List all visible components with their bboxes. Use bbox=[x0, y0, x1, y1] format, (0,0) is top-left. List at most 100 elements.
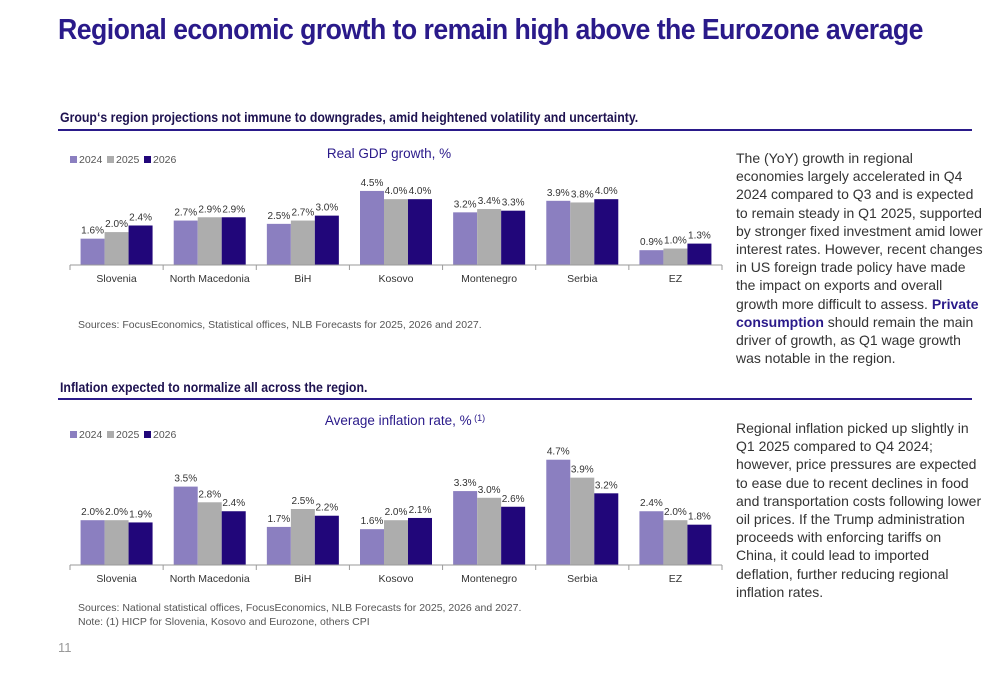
category-label-2: BiH bbox=[294, 573, 311, 585]
value-label-2026-3: 2.1% bbox=[409, 505, 432, 516]
value-label-2026-5: 4.0% bbox=[595, 186, 618, 197]
value-label-2026-4: 2.6% bbox=[502, 494, 525, 505]
bar-2026-1 bbox=[221, 217, 246, 265]
category-label-4: Montenegro bbox=[461, 273, 517, 285]
section-1-divider bbox=[58, 129, 972, 131]
bar-2024-0 bbox=[80, 520, 105, 565]
value-label-2026-2: 3.0% bbox=[315, 203, 338, 214]
value-label-2026-6: 1.3% bbox=[688, 231, 711, 242]
gdp-commentary: The (YoY) growth in regional economies l… bbox=[736, 149, 984, 367]
bar-2024-0 bbox=[80, 238, 105, 265]
value-label-2025-6: 2.0% bbox=[664, 507, 687, 518]
value-label-2025-5: 3.8% bbox=[571, 189, 594, 200]
value-label-2025-2: 2.5% bbox=[291, 496, 314, 507]
bar-2026-4 bbox=[501, 210, 526, 265]
bar-2024-2 bbox=[266, 526, 291, 565]
value-label-2025-6: 1.0% bbox=[664, 236, 687, 247]
legend-swatch-2024 bbox=[70, 156, 77, 163]
value-label-2024-6: 0.9% bbox=[640, 237, 663, 248]
page-title: Regional economic growth to remain high … bbox=[58, 14, 923, 46]
inflation-note-line: Note: (1) HICP for Slovenia, Kosovo and … bbox=[78, 616, 370, 628]
category-label-5: Serbia bbox=[567, 573, 598, 585]
value-label-2024-0: 2.0% bbox=[81, 507, 104, 518]
section-2-subtitle: Inflation expected to normalize all acro… bbox=[60, 379, 368, 395]
value-label-2026-0: 2.4% bbox=[129, 213, 152, 224]
bar-2026-2 bbox=[314, 215, 339, 265]
legend-swatch-2025 bbox=[107, 431, 114, 438]
value-label-2024-1: 3.5% bbox=[174, 474, 197, 485]
gdp-commentary-bold: Private consumption bbox=[736, 295, 979, 330]
value-label-2024-3: 1.6% bbox=[361, 516, 384, 527]
inflation-commentary: Regional inflation picked up slightly in… bbox=[736, 420, 982, 600]
inflation-chart-source: Sources: National statistical offices, F… bbox=[78, 601, 521, 629]
bar-2024-1 bbox=[173, 220, 198, 265]
value-label-2026-4: 3.3% bbox=[502, 198, 525, 209]
bar-2026-5 bbox=[594, 493, 619, 565]
gdp-commentary-text: The (YoY) growth in regional economies l… bbox=[736, 150, 983, 312]
category-label-6: EZ bbox=[669, 273, 683, 285]
bar-2025-0 bbox=[104, 520, 129, 565]
value-label-2024-2: 1.7% bbox=[267, 514, 290, 525]
bar-2026-0 bbox=[128, 522, 153, 565]
legend-label-2025: 2025 bbox=[116, 154, 140, 166]
value-label-2024-0: 1.6% bbox=[81, 226, 104, 237]
bar-2024-4 bbox=[453, 491, 478, 565]
category-label-1: North Macedonia bbox=[170, 273, 250, 285]
value-label-2025-1: 2.8% bbox=[198, 489, 221, 500]
value-label-2025-3: 2.0% bbox=[385, 507, 408, 518]
value-label-2026-2: 2.2% bbox=[315, 503, 338, 514]
bar-2026-4 bbox=[501, 506, 526, 565]
value-label-2025-3: 4.0% bbox=[385, 186, 408, 197]
bar-2026-2 bbox=[314, 515, 339, 565]
value-label-2026-1: 2.4% bbox=[222, 498, 245, 509]
bar-2024-3 bbox=[360, 529, 384, 565]
chart-title-note: (1) bbox=[472, 413, 486, 423]
inflation-chart: 2024 2025 2026 Average inflation rate, % (1… bbox=[69, 413, 723, 585]
bar-2025-5 bbox=[570, 477, 595, 565]
category-label-3: Kosovo bbox=[378, 273, 413, 285]
bar-2026-6 bbox=[687, 243, 712, 265]
bar-2026-3 bbox=[408, 517, 432, 565]
bar-2024-3 bbox=[360, 190, 384, 265]
bar-2025-1 bbox=[197, 217, 222, 265]
section-2-divider bbox=[58, 398, 972, 400]
value-label-2025-1: 2.9% bbox=[198, 204, 221, 215]
value-label-2024-5: 3.9% bbox=[547, 188, 570, 199]
value-label-2026-0: 1.9% bbox=[129, 509, 152, 520]
value-label-2024-3: 4.5% bbox=[361, 178, 384, 189]
legend-label-2026: 2026 bbox=[153, 154, 177, 166]
value-label-2024-2: 2.5% bbox=[267, 211, 290, 222]
value-label-2025-0: 2.0% bbox=[105, 507, 128, 518]
legend-label-2024: 2024 bbox=[79, 429, 103, 441]
bar-2025-6 bbox=[663, 248, 688, 265]
value-label-2025-2: 2.7% bbox=[291, 208, 314, 219]
bar-2025-0 bbox=[104, 232, 129, 265]
bar-2024-1 bbox=[173, 486, 198, 565]
bar-2025-2 bbox=[290, 220, 315, 265]
value-label-2025-5: 3.9% bbox=[571, 465, 594, 476]
legend-label-2026: 2026 bbox=[153, 429, 177, 441]
bar-2025-2 bbox=[290, 509, 315, 565]
bar-2025-4 bbox=[477, 497, 502, 565]
gdp-chart-source: Sources: FocusEconomics, Statistical off… bbox=[78, 319, 482, 331]
category-label-2: BiH bbox=[294, 273, 311, 285]
gdp-commentary-text-end: should remain the main driver of growth,… bbox=[736, 313, 974, 367]
bar-2024-5 bbox=[546, 459, 571, 565]
bar-2025-4 bbox=[477, 209, 502, 265]
value-label-2026-3: 4.0% bbox=[409, 186, 432, 197]
category-label-6: EZ bbox=[669, 573, 683, 585]
category-label-0: Slovenia bbox=[96, 273, 136, 285]
category-label-1: North Macedonia bbox=[170, 573, 250, 585]
value-label-2026-1: 2.9% bbox=[222, 204, 245, 215]
bar-2025-5 bbox=[570, 202, 595, 265]
legend-swatch-2024 bbox=[70, 431, 77, 438]
bar-2025-1 bbox=[197, 502, 222, 565]
bar-2024-4 bbox=[453, 212, 478, 265]
value-label-2024-6: 2.4% bbox=[640, 498, 663, 509]
chart-title: Average inflation rate, % (1) bbox=[325, 413, 485, 428]
legend-label-2024: 2024 bbox=[79, 154, 103, 166]
legend-label-2025: 2025 bbox=[116, 429, 140, 441]
value-label-2025-4: 3.0% bbox=[478, 485, 501, 496]
value-label-2025-0: 2.0% bbox=[105, 219, 128, 230]
value-label-2026-5: 3.2% bbox=[595, 480, 618, 491]
